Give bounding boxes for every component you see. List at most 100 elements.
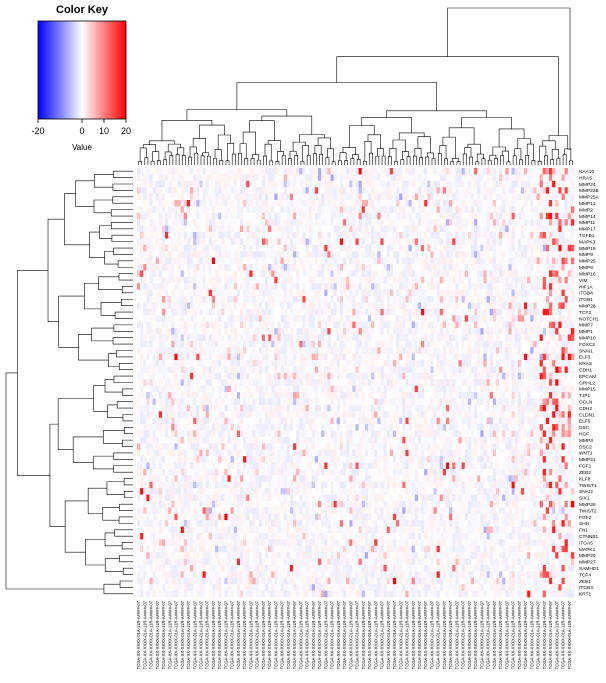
heatmap-cell bbox=[211, 360, 216, 367]
heatmap-cell bbox=[399, 372, 403, 380]
heatmap-cell bbox=[452, 206, 456, 214]
heatmap-cell bbox=[477, 360, 481, 367]
heatmap-cell bbox=[461, 257, 466, 265]
heatmap-cell bbox=[274, 168, 278, 175]
heatmap-cell bbox=[396, 257, 400, 265]
heatmap-cell bbox=[305, 168, 309, 175]
heatmap-cell bbox=[236, 296, 241, 303]
heatmap-cell bbox=[361, 347, 366, 354]
heatmap-cell bbox=[240, 168, 244, 175]
heatmap-cell bbox=[143, 193, 147, 201]
heatmap-cell bbox=[389, 174, 394, 182]
heatmap-cell bbox=[492, 302, 497, 310]
column-dendrogram-branch bbox=[389, 148, 397, 162]
heatmap-cell bbox=[520, 200, 525, 207]
heatmap-cell bbox=[252, 212, 256, 220]
heatmap-cell bbox=[374, 308, 378, 316]
heatmap-cell bbox=[190, 289, 194, 297]
heatmap-cell bbox=[358, 219, 363, 226]
heatmap-cell bbox=[458, 315, 462, 322]
heatmap-cell bbox=[358, 193, 363, 201]
heatmap-cell bbox=[327, 232, 331, 239]
heatmap-cell bbox=[339, 308, 344, 316]
heatmap-cell bbox=[289, 289, 294, 297]
heatmap-cell bbox=[499, 276, 503, 284]
heatmap-cell bbox=[168, 212, 172, 220]
column-dendrogram-branch bbox=[200, 155, 205, 165]
heatmap-cell bbox=[246, 251, 250, 258]
heatmap-cell bbox=[218, 168, 222, 175]
heatmap-cell bbox=[502, 372, 506, 380]
heatmap-cell bbox=[293, 302, 297, 310]
heatmap-cell bbox=[561, 187, 565, 194]
heatmap-cell bbox=[258, 238, 263, 246]
heatmap-cell bbox=[211, 372, 216, 380]
heatmap-cell bbox=[430, 360, 434, 367]
heatmap-cell bbox=[367, 334, 372, 342]
heatmap-cell bbox=[227, 283, 231, 290]
heatmap-cell bbox=[321, 372, 325, 380]
heatmap-cell bbox=[489, 244, 494, 252]
heatmap-cell bbox=[517, 315, 522, 322]
heatmap-cell bbox=[318, 360, 322, 367]
heatmap-cell bbox=[202, 206, 206, 214]
heatmap-cell bbox=[533, 206, 537, 214]
heatmap-cell bbox=[530, 366, 534, 374]
heatmap-cell bbox=[255, 257, 260, 265]
heatmap-cell bbox=[449, 353, 453, 361]
heatmap-cell bbox=[183, 347, 188, 354]
heatmap-cell bbox=[436, 212, 441, 220]
column-dendrogram bbox=[138, 7, 573, 165]
heatmap-cell bbox=[399, 328, 403, 335]
heatmap-cell bbox=[567, 206, 572, 214]
heatmap-cell bbox=[236, 334, 241, 342]
heatmap-cell bbox=[218, 232, 222, 239]
heatmap-cell bbox=[171, 340, 175, 348]
heatmap-cell bbox=[542, 276, 547, 284]
heatmap-cell bbox=[520, 244, 525, 252]
heatmap-cell bbox=[252, 340, 256, 348]
heatmap-cell bbox=[536, 302, 540, 310]
heatmap-cell bbox=[230, 372, 235, 380]
heatmap-cell bbox=[343, 200, 347, 207]
heatmap-cell bbox=[190, 232, 194, 239]
heatmap-cell bbox=[539, 276, 544, 284]
heatmap-cell bbox=[289, 180, 294, 188]
heatmap-cell bbox=[555, 328, 559, 335]
column-dendrogram-branch bbox=[249, 120, 275, 141]
heatmap-cell bbox=[302, 276, 306, 284]
heatmap-cell bbox=[243, 212, 247, 220]
heatmap-cell bbox=[374, 353, 378, 361]
heatmap-cell bbox=[161, 225, 166, 233]
heatmap-cell bbox=[271, 187, 275, 194]
heatmap-cell bbox=[289, 264, 294, 271]
heatmap-cell bbox=[449, 251, 453, 258]
heatmap-cell bbox=[152, 168, 157, 175]
heatmap-cell bbox=[230, 347, 235, 354]
heatmap-cell bbox=[489, 200, 494, 207]
heatmap-cell bbox=[402, 270, 406, 278]
heatmap-cell bbox=[321, 321, 325, 329]
heatmap-cell bbox=[374, 244, 378, 252]
heatmap-cell bbox=[430, 251, 434, 258]
heatmap-cell bbox=[399, 174, 403, 182]
heatmap-cell bbox=[230, 283, 235, 290]
heatmap-cell bbox=[520, 340, 525, 348]
heatmap-cell bbox=[414, 347, 419, 354]
heatmap-cell bbox=[386, 340, 391, 348]
heatmap-cell bbox=[252, 315, 256, 322]
heatmap-cell bbox=[414, 206, 419, 214]
heatmap-cell bbox=[240, 340, 244, 348]
heatmap-cell bbox=[430, 276, 434, 284]
heatmap-cell bbox=[505, 225, 509, 233]
heatmap-cell bbox=[280, 270, 285, 278]
heatmap-cell bbox=[177, 366, 181, 374]
column-dendrogram-branch bbox=[256, 159, 261, 165]
heatmap-cell bbox=[439, 206, 444, 214]
heatmap-cell bbox=[539, 328, 544, 335]
heatmap-cell bbox=[464, 334, 469, 342]
heatmap-cell bbox=[196, 353, 200, 361]
heatmap-cell bbox=[424, 257, 428, 265]
heatmap-cell bbox=[311, 360, 316, 367]
heatmap-cell bbox=[558, 340, 562, 348]
